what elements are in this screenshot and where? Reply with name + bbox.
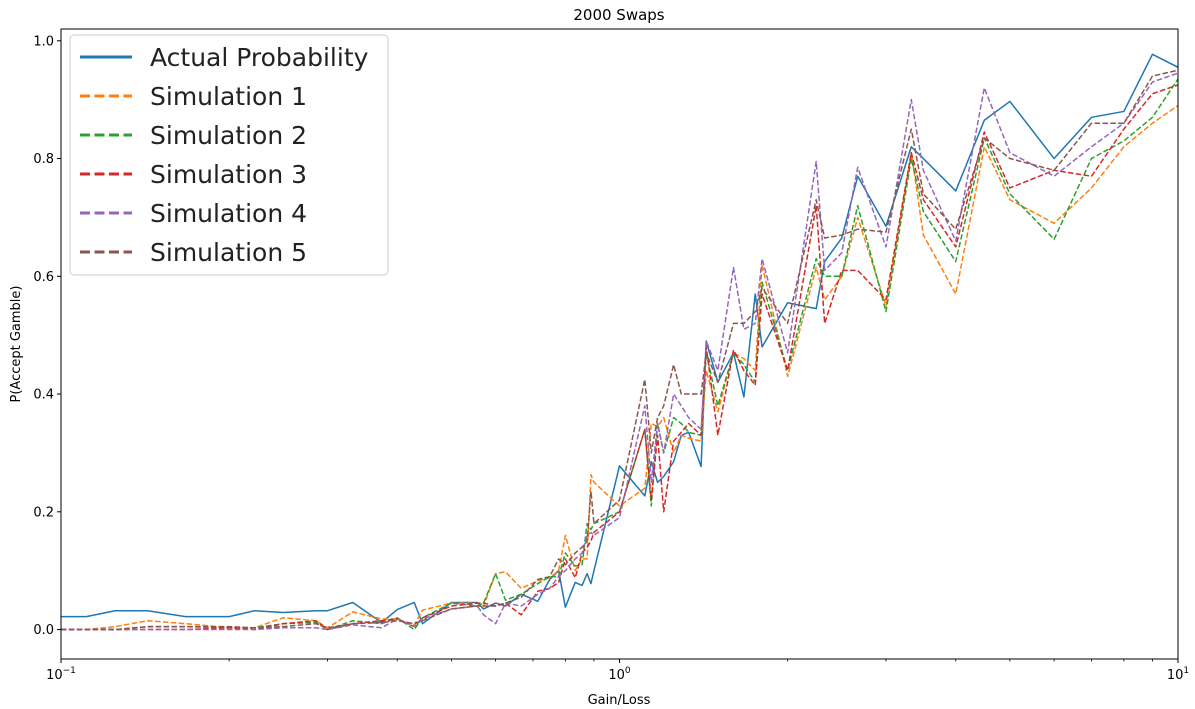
series-layer bbox=[61, 53, 1178, 631]
legend-label: Simulation 3 bbox=[150, 160, 307, 189]
y-tick-label: 0.4 bbox=[33, 388, 54, 403]
x-tick-label: 101 bbox=[1167, 666, 1189, 683]
x-axis-label: Gain/Loss bbox=[588, 693, 651, 708]
y-tick-label: 1.0 bbox=[33, 34, 54, 49]
legend-box bbox=[69, 34, 389, 276]
y-axis-label: P(Accept Gamble) bbox=[9, 286, 24, 403]
legend-label: Actual Probability bbox=[150, 43, 369, 72]
legend-label: Simulation 1 bbox=[150, 82, 307, 111]
x-axis: 10−1 100 101 bbox=[46, 659, 1189, 683]
series-line-simulation-5 bbox=[61, 69, 1178, 631]
x-tick-label: 10−1 bbox=[46, 666, 76, 683]
series-line-actual-probability bbox=[61, 53, 1178, 625]
chart-title: 2000 Swaps bbox=[573, 6, 664, 24]
y-tick-label: 0.8 bbox=[33, 152, 54, 167]
legend-label: Simulation 5 bbox=[150, 238, 307, 267]
legend-label: Simulation 2 bbox=[150, 121, 307, 150]
legend-label: Simulation 4 bbox=[150, 199, 307, 228]
y-tick-label: 0.2 bbox=[33, 505, 54, 520]
y-tick-label: 0.0 bbox=[33, 623, 54, 638]
y-tick-label: 0.6 bbox=[33, 270, 54, 285]
x-tick-label: 100 bbox=[608, 666, 631, 683]
legend: Actual Probability Simulation 1 Simulation… bbox=[69, 34, 389, 276]
series-line-simulation-4 bbox=[61, 72, 1178, 631]
series-line-simulation-1 bbox=[61, 104, 1178, 631]
y-axis: 0.0 0.2 0.4 0.6 0.8 1.0 bbox=[33, 34, 61, 638]
